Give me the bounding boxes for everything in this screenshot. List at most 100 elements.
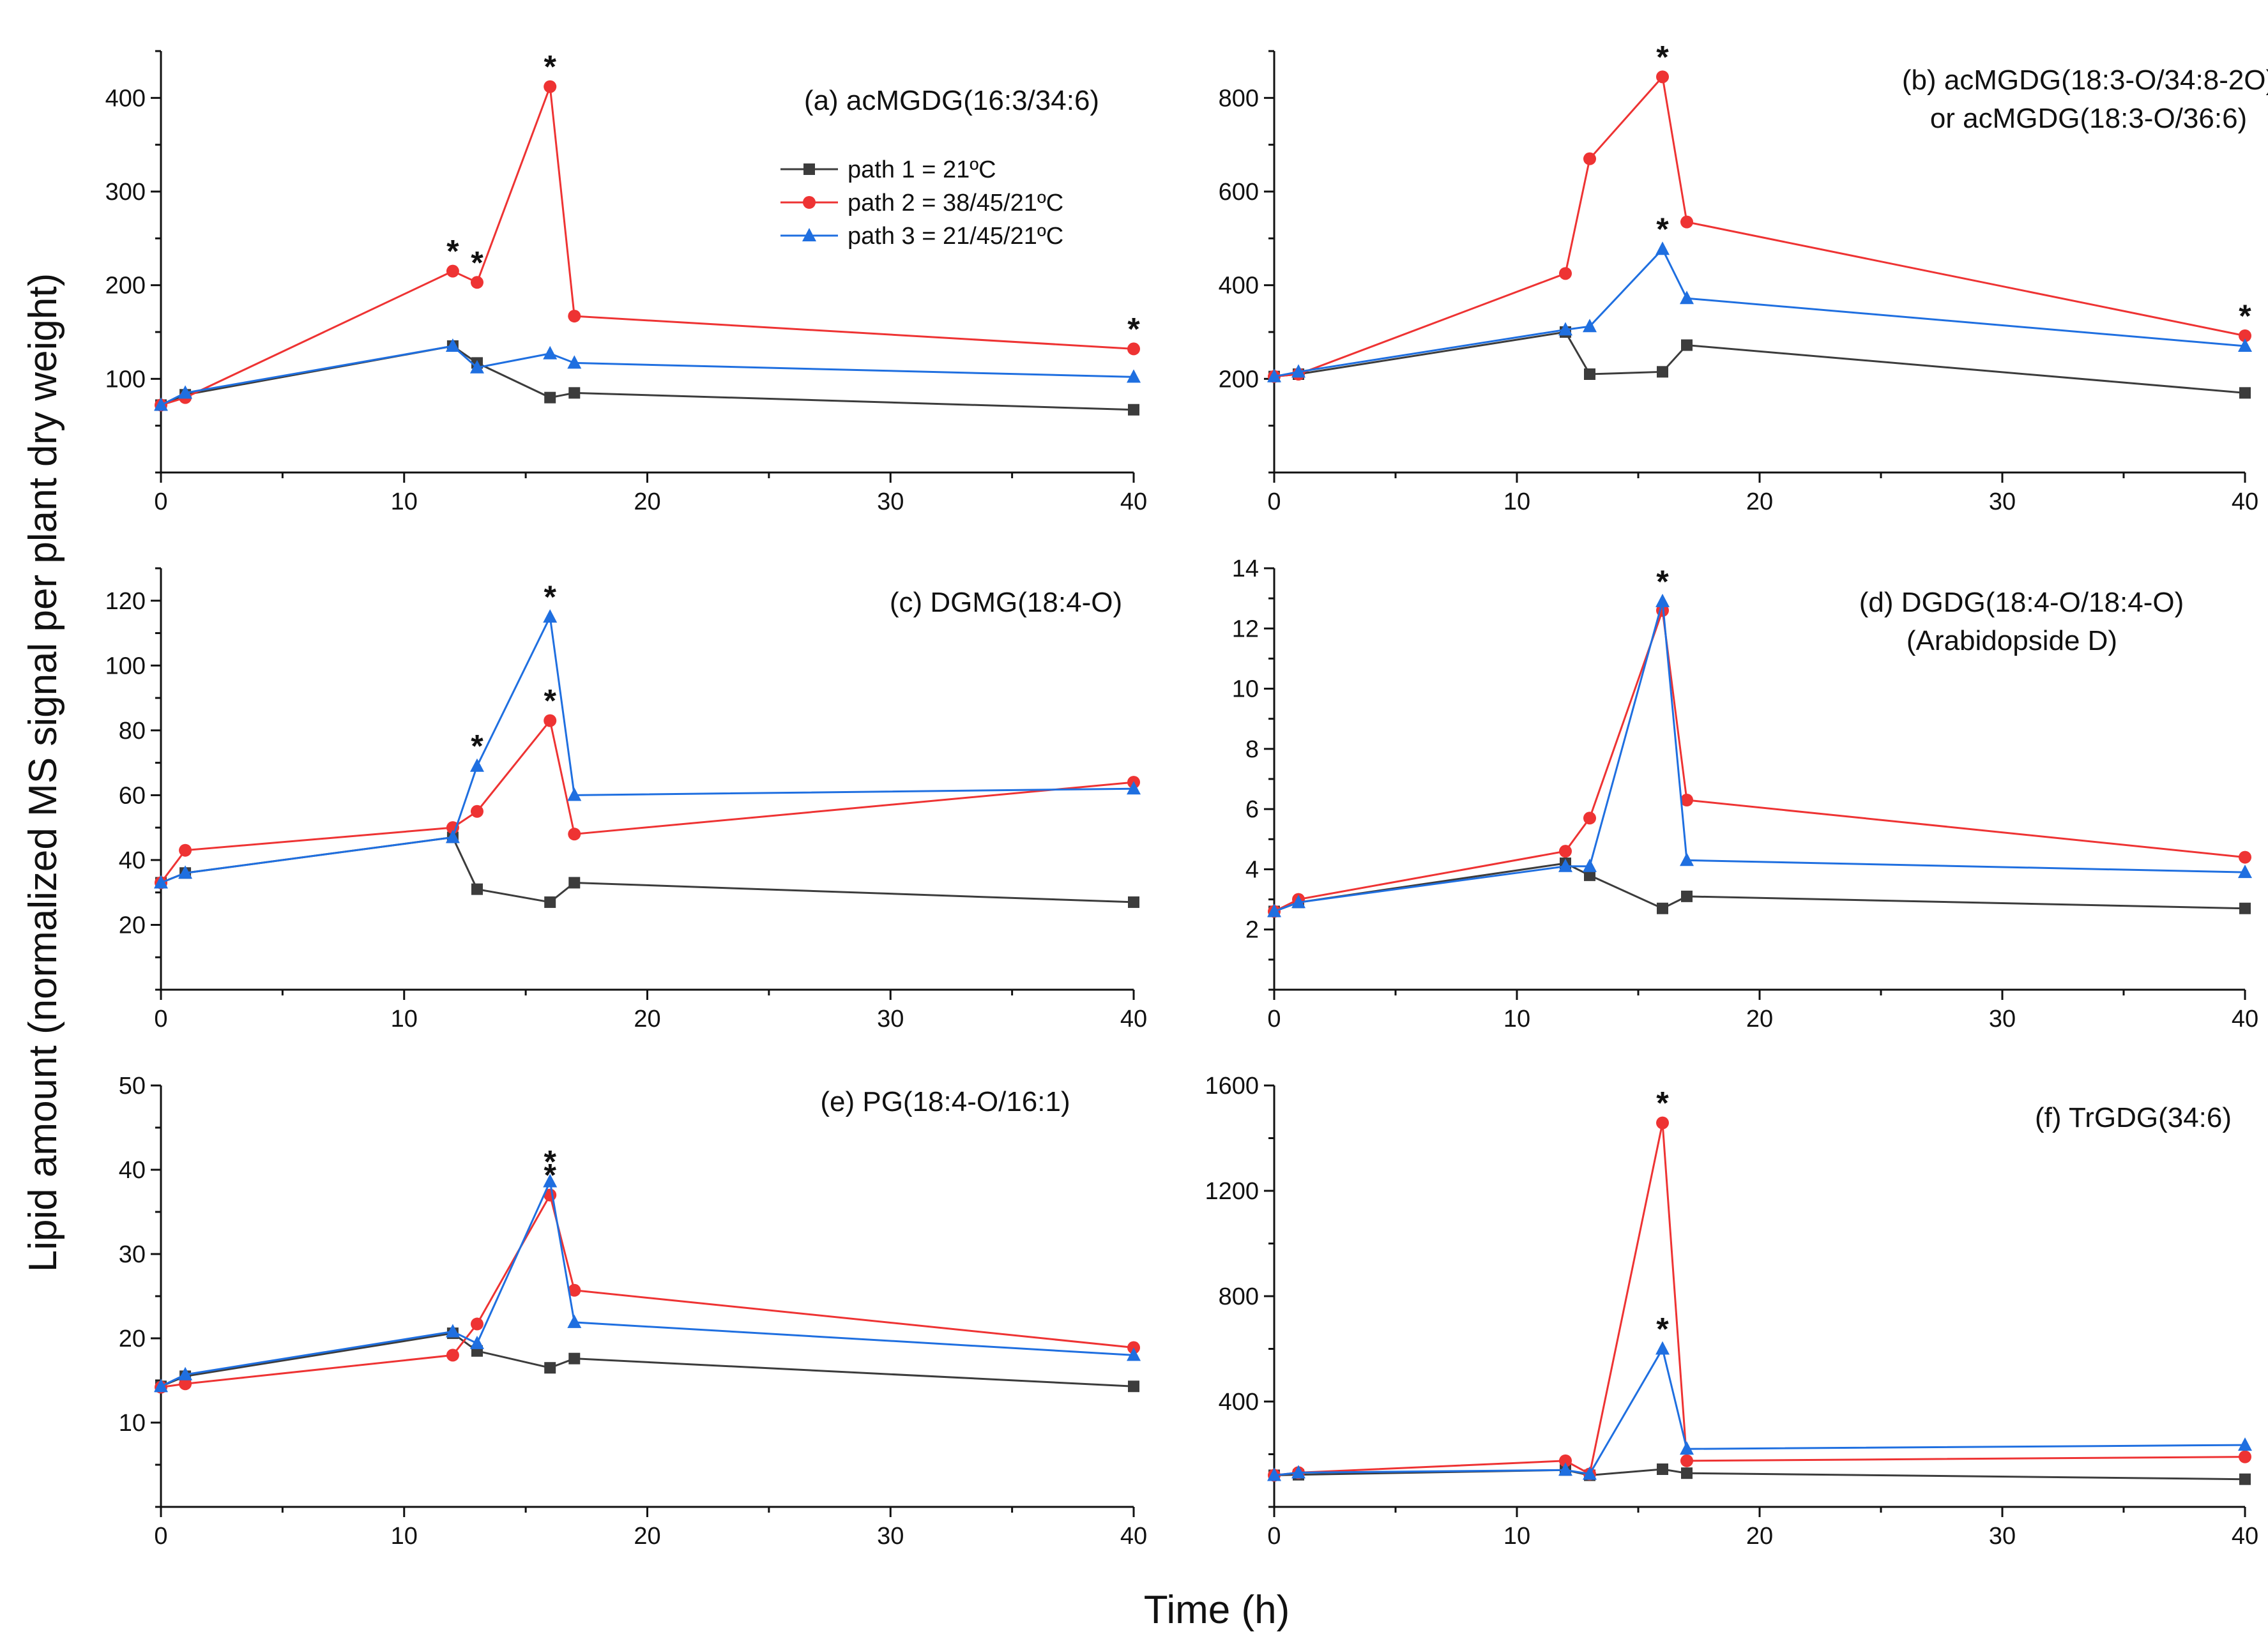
x-tick-label: 0 [1267,1523,1281,1550]
x-tick-label: 30 [877,1523,904,1550]
panel-d: 0 10 20 30 40 2 4 6 8 10 12 14 (d) DGDG(18:4-O/18:4-… [1232,556,2258,1032]
x-tick-label: 10 [391,1523,418,1550]
series-line-path3 [160,614,1134,884]
significance-star: * [1127,311,1140,347]
data-point-path2 [470,805,483,818]
y-tick-label: 2 [1245,917,1259,944]
y-tick-label: 400 [1219,1389,1259,1416]
y-tick-label: 50 [119,1073,146,1100]
series-line-path2 [1274,1123,2246,1476]
data-point-path3 [1583,858,1597,872]
x-tick-label: 20 [634,488,660,515]
panel-f: 0 10 20 30 40 400 800 1200 1600 (f) TrGDG(34:6) * * [1205,1073,2258,1550]
data-point-path3 [1267,368,1281,382]
x-tick-label: 20 [634,1523,660,1550]
data-point-path2 [470,1317,483,1331]
data-point-path3 [2238,338,2252,352]
y-tick-label: 40 [119,847,146,874]
data-point-path1 [568,387,581,399]
data-point-path3 [567,1314,582,1328]
x-tick-label: 40 [1120,1523,1147,1550]
series-line-path1 [160,836,1134,903]
data-point-path3 [1291,364,1305,378]
x-tick-label: 10 [1503,1523,1530,1550]
x-tick-label: 40 [2232,1006,2258,1032]
data-point-path2 [1656,1116,1669,1130]
data-point-path3 [154,875,168,889]
data-point-path1 [1681,1467,1693,1479]
x-tick-label: 30 [877,1006,904,1032]
data-point-path3 [1583,1466,1597,1480]
y-tick-label: 100 [105,653,146,679]
x-tick-label: 40 [1120,1006,1147,1032]
data-point-path3 [567,787,582,801]
data-point-path3 [1680,1441,1694,1455]
data-point-path3 [178,1366,193,1380]
data-point-path3 [178,385,193,399]
x-tick-label: 10 [391,488,418,515]
y-tick-label: 20 [119,912,146,939]
data-point-path2 [1656,70,1669,84]
data-point-path1 [544,896,556,908]
y-tick-label: 1200 [1205,1178,1259,1205]
y-tick-label: 12 [1232,616,1259,642]
y-tick-label: 100 [105,366,146,393]
data-point-path1 [1128,404,1139,416]
y-tick-label: 6 [1245,796,1259,823]
data-point-path3 [1655,1341,1670,1355]
data-point-path2 [544,80,557,93]
significance-star: * [1656,564,1669,600]
data-point-path3 [1558,322,1572,336]
data-point-path3 [445,338,460,352]
data-point-path2 [1559,1454,1572,1467]
data-point-path2 [1583,152,1596,165]
y-tick-label: 80 [119,718,146,745]
data-point-path1 [2239,1473,2251,1485]
y-tick-label: 10 [119,1410,146,1437]
significance-star: * [471,729,483,764]
data-point-path2 [446,264,459,278]
data-point-path3 [154,1379,168,1393]
x-tick-label: 40 [2232,1523,2258,1550]
data-point-path3 [2238,1437,2252,1451]
significance-star: * [1656,1312,1669,1347]
panel-title: (f) TrGDG(34:6) [2035,1102,2232,1133]
data-point-path2 [544,714,557,727]
x-tick-label: 20 [1746,1006,1773,1032]
data-point-path1 [544,1362,556,1374]
x-tick-label: 0 [154,1523,167,1550]
data-point-path3 [1267,1467,1281,1481]
legend-label-path2: path 2 = 38/45/21ºC [848,190,1063,216]
legend-marker-path2 [803,196,816,209]
data-point-path3 [1558,1462,1572,1476]
y-tick-label: 4 [1245,856,1259,883]
data-point-path3 [1267,903,1281,918]
y-tick-label: 60 [119,782,146,809]
data-point-path3 [1680,852,1694,866]
x-tick-label: 20 [1746,1523,1773,1550]
data-point-path3 [1127,369,1141,383]
data-point-path3 [2238,865,2252,879]
significance-star: * [1656,211,1669,247]
panel-title: (b) acMGDG(18:3-O/34:8-2O) [1902,64,2268,96]
panel-title: or acMGDG(18:3-O/36:6) [1930,103,2247,134]
significance-star: * [446,234,459,269]
series-line-path3 [160,345,1134,406]
data-point-path3 [1655,241,1670,255]
data-point-path1 [1128,1380,1139,1393]
data-point-path2 [1680,794,1693,806]
x-tick-label: 20 [1746,488,1773,515]
legend-label-path3: path 3 = 21/45/21ºC [848,223,1063,250]
significance-star: * [544,683,556,719]
data-point-path2 [568,828,581,841]
x-tick-label: 30 [877,488,904,515]
significance-star: * [544,1158,556,1193]
significance-star: * [471,245,483,280]
data-point-path2 [1680,1454,1693,1467]
panel-title: (e) PG(18:4-O/16:1) [820,1086,1070,1117]
series-line-path1 [160,345,1134,411]
data-point-path2 [1583,812,1596,825]
data-point-path3 [445,829,460,843]
y-tick-label: 400 [105,85,146,112]
y-tick-label: 1600 [1205,1073,1259,1100]
